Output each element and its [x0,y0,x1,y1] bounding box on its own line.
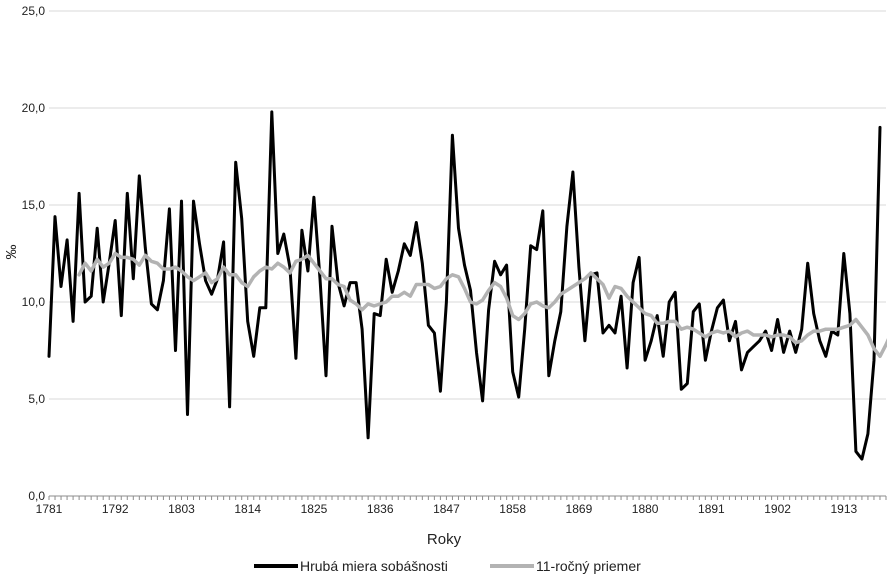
x-tick-label: 1781 [36,502,63,516]
marriage-rate-line [47,110,882,461]
x-tick-label: 1891 [698,502,725,516]
y-axis-title: ‰ [3,245,20,260]
x-tick-label: 1836 [367,502,394,516]
x-tick-label: 1792 [102,502,129,516]
y-tick-label: 20,0 [22,101,46,115]
x-tick-label: 1803 [168,502,195,516]
y-tick-label: 15,0 [22,198,46,212]
x-tick-label: 1869 [566,502,593,516]
y-tick-label: 10,0 [22,295,46,309]
gridlines [49,10,886,400]
x-tick-label: 1847 [433,502,460,516]
x-tick-label: 1902 [764,502,791,516]
x-tick-label: 1880 [632,502,659,516]
moving-average-line [77,251,887,359]
x-tick-label: 1814 [234,502,261,516]
x-tick-label: 1858 [499,502,526,516]
x-axis: 1781 1792 1803 1814 1825 1836 1847 1858 1869 1880… [36,495,887,516]
y-tick-label: 25,0 [22,4,46,18]
y-tick-label: 0,0 [28,489,45,503]
x-axis-title: Roky [427,531,462,548]
legend-label-marriage-rate: Hrubá miera sobášnosti [300,558,448,574]
y-axis-ticks: 0,0 5,0 10,0 15,0 20,0 25,0 [22,4,46,503]
x-tick-label: 1825 [301,502,328,516]
legend: Hrubá miera sobášnosti 11-ročný priemer [254,558,641,574]
legend-label-moving-average: 11-ročný priemer [536,558,641,574]
y-tick-label: 5,0 [28,392,45,406]
x-tick-label: 1913 [830,502,857,516]
series-lines [47,110,887,461]
